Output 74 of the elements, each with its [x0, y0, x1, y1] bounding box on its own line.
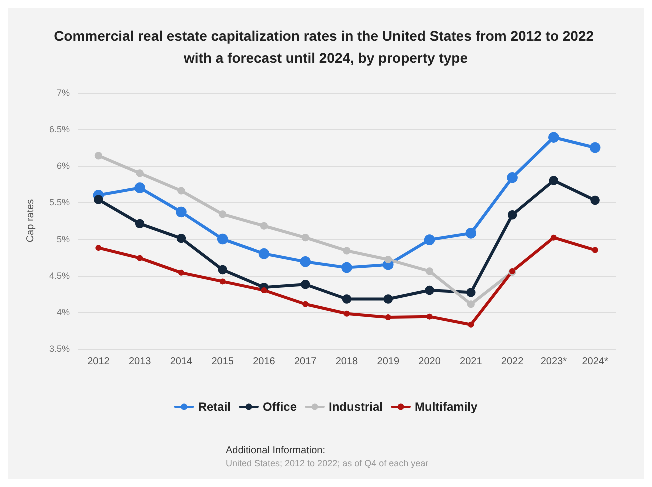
x-tick-label: 2021	[460, 356, 483, 368]
point	[300, 256, 312, 268]
point	[466, 228, 477, 239]
point	[343, 247, 351, 255]
x-tick-label: 2022	[501, 356, 524, 368]
point	[176, 234, 186, 244]
point	[384, 256, 392, 264]
y-tick-label: 5.5%	[49, 198, 70, 208]
y-tick-label: 6%	[56, 161, 70, 172]
text: United States; 2012 to 2022; as of Q4 of each year	[226, 458, 429, 468]
x-tick-label: 2013	[128, 356, 152, 368]
point	[385, 314, 392, 321]
point	[96, 245, 102, 252]
y-tick-label: 7%	[56, 88, 70, 98]
point	[468, 322, 474, 328]
point	[134, 182, 146, 194]
point	[426, 268, 434, 276]
y-tick-label: 5%	[56, 234, 70, 244]
point	[548, 132, 560, 144]
point	[301, 280, 310, 290]
point	[260, 222, 268, 230]
x-tick-label: 2016	[253, 356, 276, 368]
point	[178, 187, 186, 195]
point	[342, 294, 352, 304]
x-tick-label: 2012	[88, 356, 110, 368]
point	[219, 210, 227, 218]
point	[592, 247, 598, 254]
point	[342, 262, 352, 274]
point	[344, 310, 350, 317]
point	[466, 288, 476, 298]
point	[590, 142, 601, 154]
point	[550, 234, 557, 241]
x-tick-label: 2014	[170, 356, 194, 368]
point	[467, 300, 475, 308]
point	[508, 210, 518, 220]
point	[425, 286, 434, 296]
point	[218, 265, 228, 275]
point	[507, 172, 518, 184]
point	[261, 287, 268, 294]
y-tick-label: 6.5%	[49, 124, 70, 135]
x-tick-label: 2019	[377, 356, 400, 368]
point	[137, 255, 144, 262]
x-tick-label: 2015	[212, 356, 234, 368]
point	[426, 314, 433, 320]
point	[176, 206, 187, 218]
point	[220, 278, 226, 285]
legend-label: Office	[262, 400, 298, 414]
y-tick-label: 4%	[56, 307, 70, 318]
y-axis-title: Cap rates	[26, 199, 36, 243]
point	[94, 195, 104, 204]
x-tick-label: 2018	[336, 356, 359, 368]
text: Additional Information:	[226, 446, 326, 456]
y-tick-label: 4.5%	[49, 270, 70, 281]
x-tick-label: 2017	[294, 356, 318, 368]
x-tick-label: 2024*	[582, 356, 608, 368]
point	[217, 234, 228, 245]
point	[384, 294, 393, 304]
point	[590, 196, 600, 206]
point	[424, 234, 436, 246]
chart-title: Commercial real estate capitalization rates in the United States from 2012 to 2022 with a forecast until 2024, by property type	[54, 28, 598, 66]
point	[258, 248, 270, 260]
point	[302, 301, 309, 308]
point	[94, 152, 102, 160]
x-tick-label: 2023*	[540, 356, 568, 368]
legend-label: Industrial	[329, 400, 384, 414]
point	[178, 270, 184, 276]
point	[302, 234, 310, 242]
x-tick-label: 2020	[418, 356, 442, 368]
point	[135, 219, 145, 229]
point	[136, 170, 144, 178]
y-tick-label: 3.5%	[49, 344, 70, 354]
point	[549, 176, 559, 186]
legend-label: Multifamily	[415, 400, 478, 414]
legend-label: Retail	[198, 400, 232, 414]
